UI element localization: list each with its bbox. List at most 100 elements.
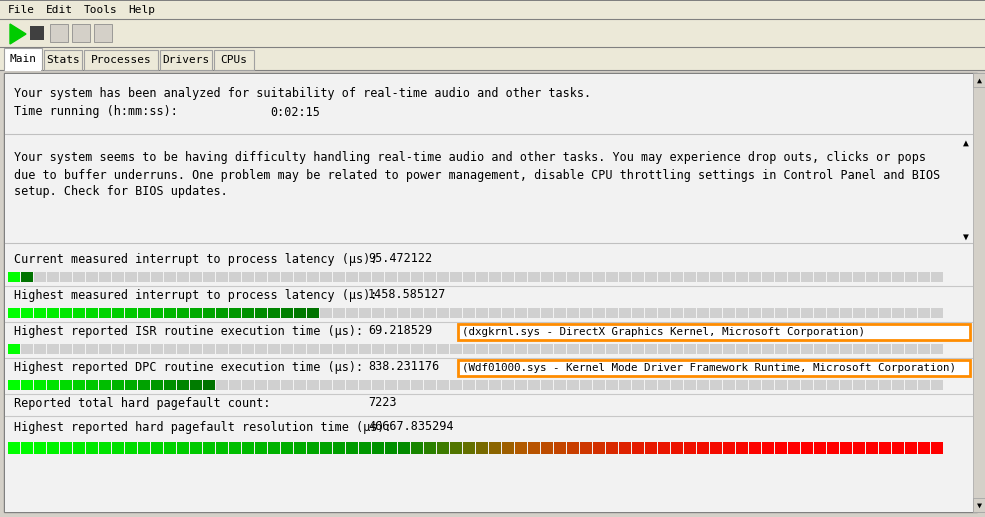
Bar [905,442,917,454]
Bar [307,308,319,318]
Bar [333,344,345,354]
Bar [853,272,865,282]
Bar [94,24,112,42]
Bar [476,308,488,318]
Bar [463,344,475,354]
Bar [73,308,85,318]
Bar [606,344,618,354]
Text: Highest reported ISR routine execution time (µs):: Highest reported ISR routine execution t… [14,325,363,338]
Text: Time running (h:mm:ss):: Time running (h:mm:ss): [14,105,178,118]
Bar [671,308,683,318]
Text: 46667.835294: 46667.835294 [368,420,453,433]
Bar [164,344,176,354]
Bar [879,272,891,282]
Bar [489,272,501,282]
Text: 0:02:15: 0:02:15 [270,105,320,118]
Bar [801,380,813,390]
Bar [242,380,254,390]
Bar [905,308,917,318]
Bar [307,442,319,454]
Bar [30,26,44,40]
Bar [424,442,436,454]
Bar [281,442,293,454]
Bar [47,308,59,318]
Bar [242,344,254,354]
Bar [268,272,280,282]
Bar [190,308,202,318]
Bar [268,344,280,354]
Bar [21,272,33,282]
Bar [606,272,618,282]
Bar [229,380,241,390]
Bar [723,308,735,318]
Bar [840,344,852,354]
Bar [476,380,488,390]
Bar [164,308,176,318]
Text: Highest measured interrupt to process latency (µs):: Highest measured interrupt to process la… [14,288,377,301]
Bar [528,272,540,282]
Bar [892,344,904,354]
Bar [458,360,970,376]
Bar [788,308,800,318]
Bar [437,344,449,354]
Bar [73,442,85,454]
Bar [645,442,657,454]
Text: setup. Check for BIOS updates.: setup. Check for BIOS updates. [14,186,228,199]
Bar [788,442,800,454]
Bar [879,380,891,390]
Bar [814,442,826,454]
Bar [21,442,33,454]
Bar [99,272,111,282]
Bar [905,380,917,390]
Bar [346,308,358,318]
Bar [242,308,254,318]
Bar [502,272,514,282]
Bar [827,442,839,454]
Bar [34,344,46,354]
Bar [489,308,501,318]
Bar [593,344,605,354]
Bar [788,380,800,390]
Bar [385,442,397,454]
Bar [606,442,618,454]
Bar [697,344,709,354]
Text: ▲: ▲ [963,138,969,148]
Bar [632,380,644,390]
Bar [762,442,774,454]
Bar [554,442,566,454]
Bar [918,344,930,354]
Bar [554,272,566,282]
Bar [827,380,839,390]
Bar [736,308,748,318]
Bar [411,380,423,390]
Bar [762,272,774,282]
Bar [593,272,605,282]
Bar [697,308,709,318]
Bar [151,442,163,454]
Bar [593,442,605,454]
Bar [892,272,904,282]
Bar [853,442,865,454]
Bar [8,380,20,390]
Bar [723,344,735,354]
Bar [112,380,124,390]
Bar [164,442,176,454]
Bar [34,442,46,454]
Bar [333,272,345,282]
Bar [489,380,501,390]
Bar [8,344,20,354]
Bar [684,344,696,354]
Bar [125,344,137,354]
Bar [541,380,553,390]
Bar [125,272,137,282]
Bar [34,308,46,318]
Bar [177,272,189,282]
Bar [619,442,631,454]
Bar [801,442,813,454]
Bar [905,272,917,282]
Bar [73,344,85,354]
Bar [190,272,202,282]
Bar [138,308,150,318]
Bar [866,272,878,282]
Bar [866,380,878,390]
